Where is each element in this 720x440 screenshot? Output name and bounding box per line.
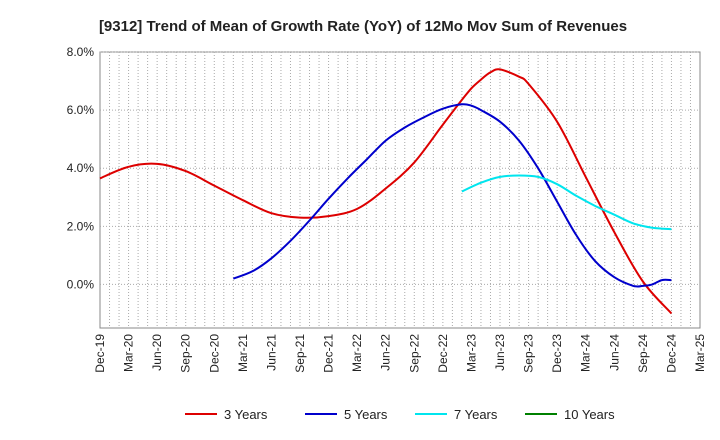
y-tick-label: 0.0% — [67, 277, 95, 291]
y-tick-label: 8.0% — [67, 45, 95, 59]
x-axis: Dec-19 Mar-20 Jun-20 Sep-20 Dec-20 Mar-21 Jun-… — [93, 334, 707, 373]
chart-title: [9312] Trend of Mean of Growth Rate (YoY… — [99, 18, 627, 35]
x-tick-label: Jun-22 — [379, 334, 393, 371]
x-tick-label: Mar-24 — [579, 334, 593, 372]
x-tick-label: Mar-21 — [236, 334, 250, 372]
x-tick-label: Sep-22 — [407, 334, 421, 373]
x-tick-label: Dec-20 — [207, 334, 221, 373]
legend-label-3-years: 3 Years — [224, 407, 268, 422]
x-tick-label: Sep-20 — [179, 334, 193, 373]
legend-label-7-years: 7 Years — [454, 407, 498, 422]
x-tick-label: Mar-22 — [350, 334, 364, 372]
series-line-3-years — [99, 68, 673, 315]
x-tick-label: Dec-22 — [436, 334, 450, 373]
x-tick-label: Jun-20 — [150, 334, 164, 371]
x-tick-label: Sep-23 — [522, 334, 536, 373]
plot-area — [99, 51, 701, 329]
series-lines — [99, 68, 673, 315]
x-tick-label: Dec-23 — [550, 334, 564, 373]
y-axis: 0.0% 2.0% 4.0% 6.0% 8.0% — [67, 45, 95, 291]
legend-label-5-years: 5 Years — [344, 407, 388, 422]
y-tick-label: 6.0% — [67, 103, 95, 117]
x-tick-label: Mar-25 — [693, 334, 707, 372]
grid-lines — [100, 51, 700, 328]
x-tick-label: Mar-23 — [464, 334, 478, 372]
y-tick-label: 2.0% — [67, 219, 95, 233]
x-tick-label: Sep-21 — [293, 334, 307, 373]
x-tick-label: Dec-19 — [93, 334, 107, 373]
series-line-7-years — [461, 174, 672, 231]
x-tick-label: Jun-23 — [493, 334, 507, 371]
y-tick-label: 4.0% — [67, 161, 95, 175]
legend: 3 Years 5 Years 7 Years 10 Years — [185, 407, 615, 422]
x-tick-label: Sep-24 — [636, 334, 650, 373]
x-tick-label: Dec-24 — [664, 334, 678, 373]
series-line-5-years — [232, 103, 672, 288]
x-tick-label: Jun-24 — [607, 334, 621, 371]
x-tick-label: Dec-21 — [322, 334, 336, 373]
x-tick-label: Mar-20 — [122, 334, 136, 372]
x-tick-label: Jun-21 — [264, 334, 278, 371]
legend-label-10-years: 10 Years — [564, 407, 615, 422]
